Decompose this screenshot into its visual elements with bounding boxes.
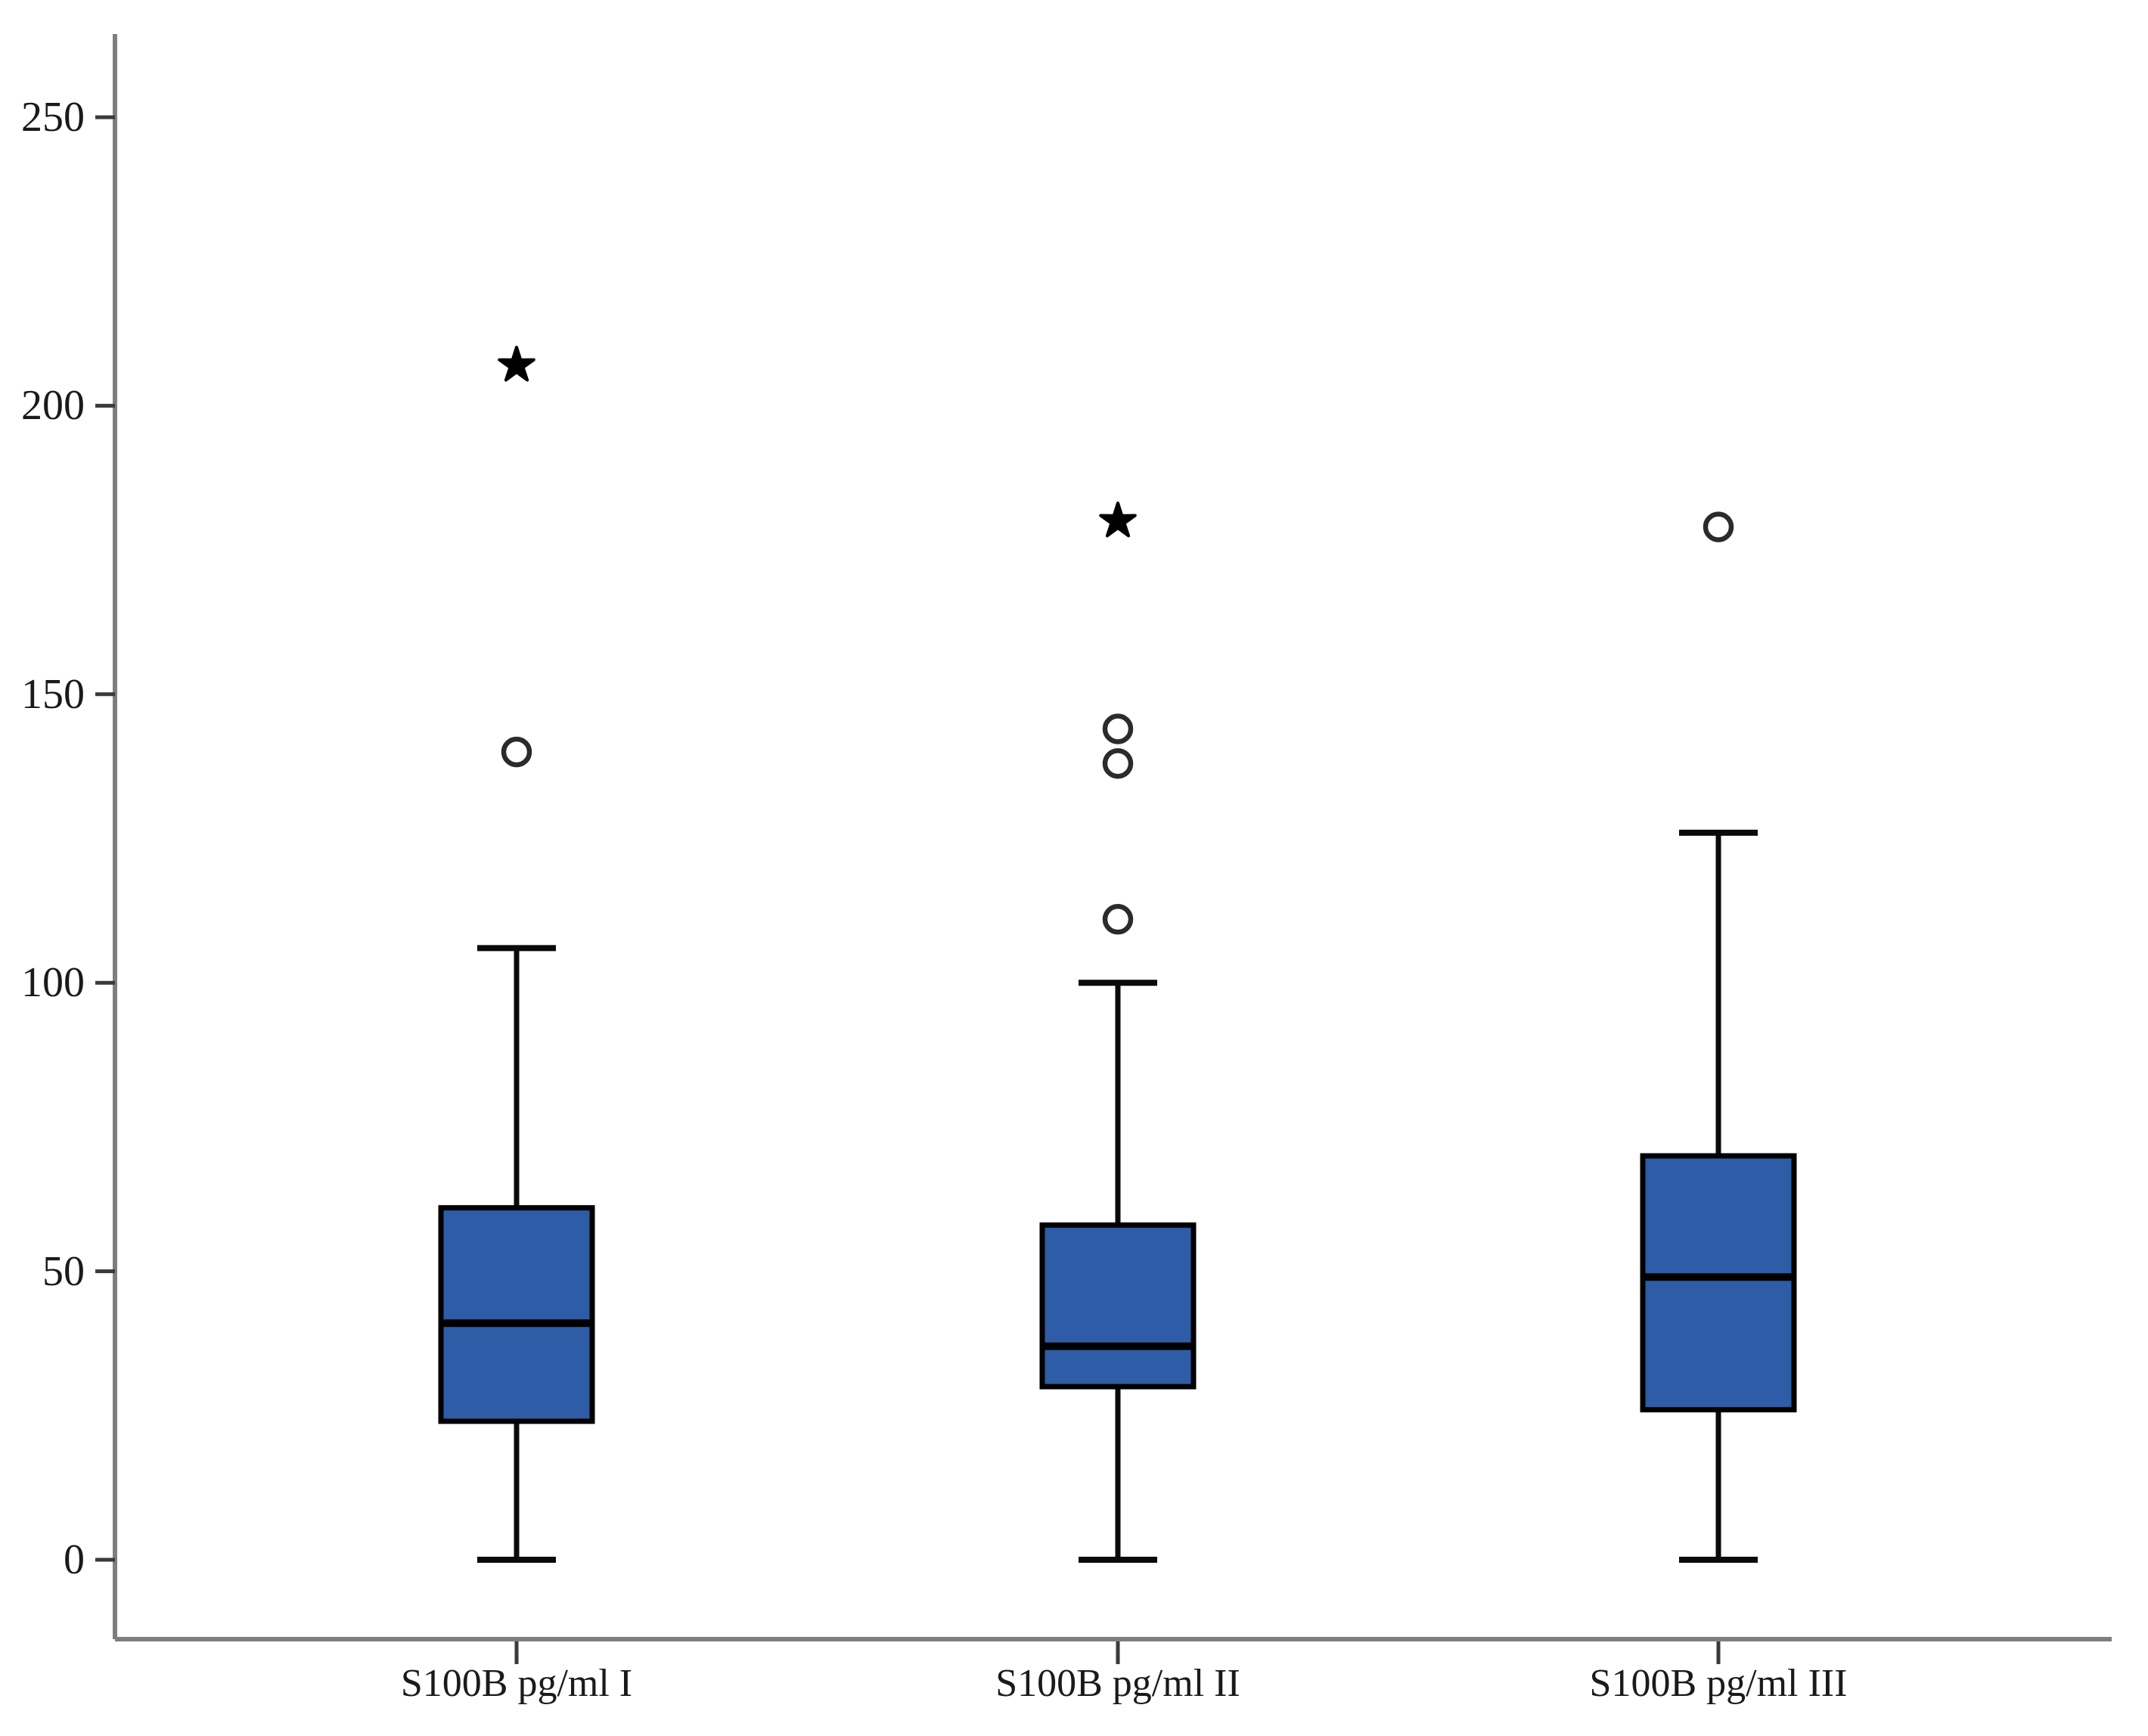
- y-tick-label-200: 200: [21, 382, 85, 430]
- outlier-circle-marker: [1102, 748, 1134, 779]
- extreme-outlier-star-marker: [498, 346, 535, 382]
- category-label-s100b-iii: S100B pg/ml III: [1589, 1662, 1848, 1705]
- y-tick-label-150: 150: [21, 670, 85, 718]
- iqr-box: [1039, 1222, 1197, 1390]
- y-tick-label-250: 250: [21, 94, 85, 141]
- outlier-circle-marker: [1703, 511, 1734, 542]
- outlier-circle-marker: [1102, 904, 1134, 935]
- outlier-circle-marker: [1102, 713, 1134, 744]
- iqr-box: [438, 1205, 595, 1424]
- extreme-outlier-star-marker: [1099, 502, 1137, 538]
- y-tick-label-0: 0: [64, 1536, 85, 1583]
- category-label-s100b-ii: S100B pg/ml II: [995, 1662, 1240, 1705]
- outlier-circle-marker: [501, 736, 532, 768]
- iqr-box: [1640, 1153, 1797, 1413]
- y-tick-label-100: 100: [21, 959, 85, 1007]
- y-tick-label-50: 50: [42, 1247, 85, 1295]
- category-label-s100b-i: S100B pg/ml I: [400, 1662, 633, 1705]
